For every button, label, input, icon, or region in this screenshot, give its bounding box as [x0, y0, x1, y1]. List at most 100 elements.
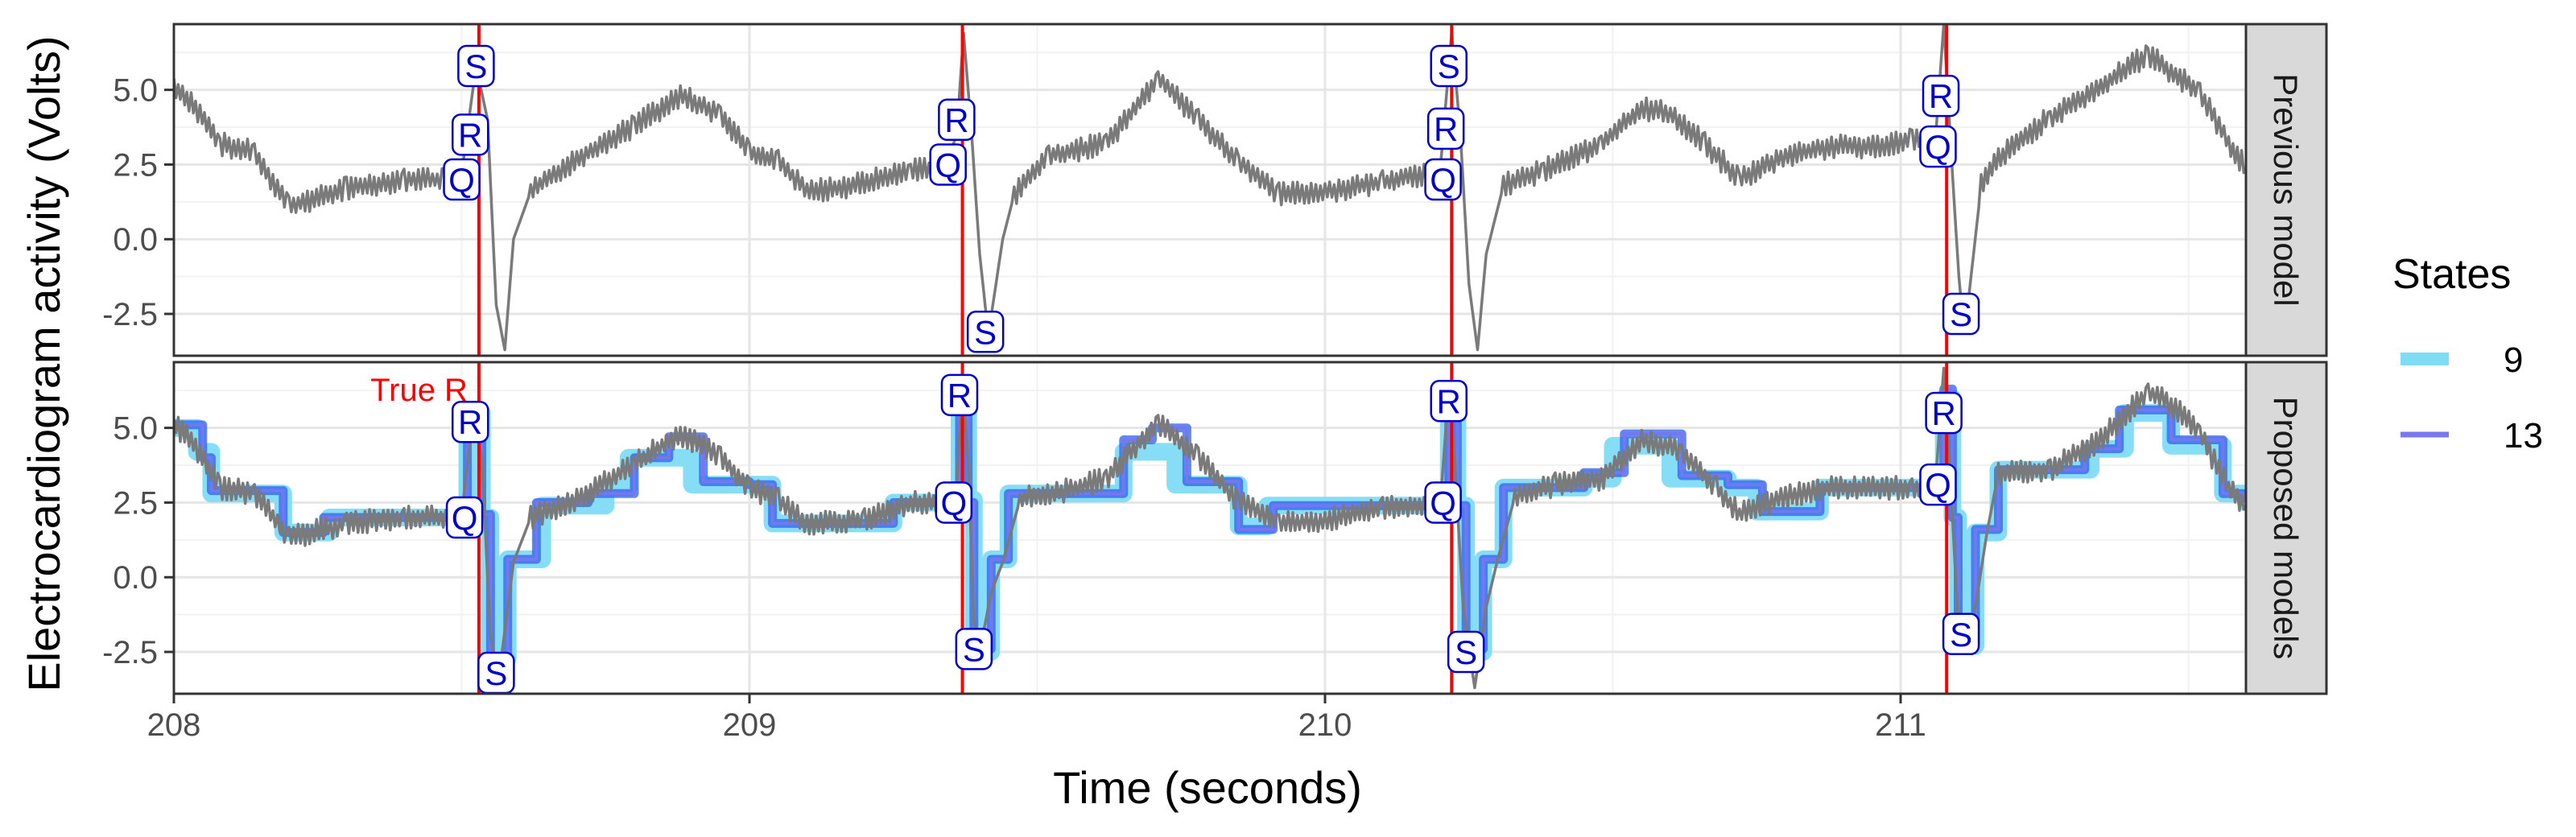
wave-label-r: R: [940, 373, 979, 417]
wave-label-box: [1424, 158, 1462, 201]
wave-label-box: [1922, 74, 1960, 118]
wave-label-text: S: [464, 47, 487, 85]
wave-label-box: [940, 373, 979, 417]
wave-label-box: [451, 400, 489, 443]
true-r-label: True R: [370, 373, 468, 408]
y-tick-label: 5.0: [113, 411, 158, 447]
wave-label-box: [1430, 44, 1468, 88]
wave-label-box: [966, 311, 1005, 353]
wave-label-box: [457, 44, 495, 88]
x-tick-label: 210: [1298, 707, 1352, 743]
wave-label-text: Q: [1430, 161, 1456, 199]
wave-label-s: S: [457, 44, 495, 88]
wave-label-q: Q: [1424, 481, 1462, 524]
wave-label-box: [935, 481, 973, 524]
ecg-signal-line: [174, 366, 2246, 690]
y-axis-title: Electrocardiogram activity (Volts): [19, 35, 69, 691]
wave-label-text: S: [963, 630, 985, 668]
y-tick-label: -2.5: [102, 635, 158, 670]
wave-label-box: [1942, 292, 1980, 336]
wave-label-text: Q: [940, 484, 967, 522]
wave-label-s: S: [477, 651, 515, 695]
legend-title: States: [2392, 251, 2511, 298]
wave-label-text: S: [1438, 47, 1460, 85]
wave-label-box: [955, 628, 993, 670]
wave-label-r: R: [1925, 391, 1963, 435]
wave-label-s: S: [1447, 630, 1485, 674]
wave-label-r: R: [1430, 380, 1468, 423]
wave-label-text: Q: [452, 499, 478, 537]
wave-label-q: Q: [443, 158, 481, 201]
wave-label-s: S: [966, 311, 1005, 353]
wave-label-text: S: [974, 313, 997, 351]
wave-label-text: R: [1931, 394, 1955, 432]
wave-label-text: S: [485, 654, 507, 692]
wave-label-text: Q: [935, 146, 961, 183]
x-axis-title: Time (seconds): [1053, 762, 1362, 813]
wave-label-s: S: [1430, 44, 1468, 88]
legend-label-9-states: 9: [2504, 340, 2523, 380]
wave-label-text: S: [1455, 633, 1477, 671]
wave-label-text: R: [947, 377, 972, 414]
wave-label-box: [1430, 380, 1468, 423]
wave-label-box: [445, 496, 484, 539]
wave-label-box: [451, 113, 489, 156]
wave-label-text: Q: [448, 161, 475, 199]
wave-label-q: Q: [445, 496, 484, 539]
ecg-signal-line: [174, 24, 2246, 352]
y-tick-label: 0.0: [113, 560, 158, 596]
facet-strip-label: Previous model: [2267, 73, 2305, 306]
wave-label-box: [938, 98, 976, 142]
wave-label-q: Q: [1919, 463, 1957, 506]
y-tick-label: 5.0: [113, 73, 158, 109]
wave-label-text: R: [1434, 110, 1458, 148]
y-tick-label: 2.5: [113, 147, 158, 183]
wave-label-r: R: [1426, 107, 1465, 150]
wave-label-text: S: [1950, 295, 1972, 333]
wave-label-s: S: [1942, 612, 1980, 656]
wave-label-text: Q: [1925, 128, 1951, 166]
wave-label-text: S: [1950, 616, 1972, 654]
facet-strip: [2244, 23, 2328, 357]
wave-label-text: R: [944, 101, 968, 139]
wave-label-text: Q: [1430, 484, 1456, 522]
y-tick-label: -2.5: [102, 297, 158, 332]
x-tick-label: 209: [723, 707, 777, 743]
wave-label-box: [1919, 125, 1957, 168]
wave-label-box: [1919, 463, 1957, 506]
wave-label-r: R: [451, 113, 489, 156]
wave-label-r: R: [451, 400, 489, 443]
wave-label-text: Q: [1925, 466, 1951, 504]
wave-label-box: [1942, 612, 1980, 656]
wave-label-box: [929, 143, 967, 186]
facet-strip-label: Proposed models: [2267, 397, 2305, 660]
wave-label-text: R: [1929, 77, 1953, 115]
wave-label-r: R: [1922, 74, 1960, 118]
y-tick-label: 0.0: [113, 222, 158, 258]
wave-label-text: R: [458, 116, 482, 154]
wave-label-q: Q: [929, 143, 967, 186]
x-tick-label: 208: [147, 707, 201, 743]
wave-label-q: Q: [1424, 158, 1462, 201]
wave-label-q: Q: [935, 481, 973, 524]
wave-label-box: [1424, 481, 1462, 524]
wave-label-box: [1925, 391, 1963, 435]
wave-label-r: R: [938, 98, 976, 142]
wave-label-box: [443, 158, 481, 201]
y-tick-label: 2.5: [113, 485, 158, 521]
wave-label-s: S: [1942, 292, 1980, 336]
wave-label-box: [1426, 107, 1465, 150]
wave-label-s: S: [955, 628, 993, 670]
x-tick-label: 211: [1875, 707, 1926, 743]
facet-strip: [2244, 361, 2328, 695]
wave-label-text: R: [458, 403, 482, 441]
wave-label-text: R: [1437, 382, 1461, 420]
wave-label-box: [1447, 630, 1485, 674]
legend-label-13-states: 13: [2504, 416, 2543, 456]
legend: States 9 13: [2392, 251, 2543, 456]
wave-label-q: Q: [1919, 125, 1957, 168]
